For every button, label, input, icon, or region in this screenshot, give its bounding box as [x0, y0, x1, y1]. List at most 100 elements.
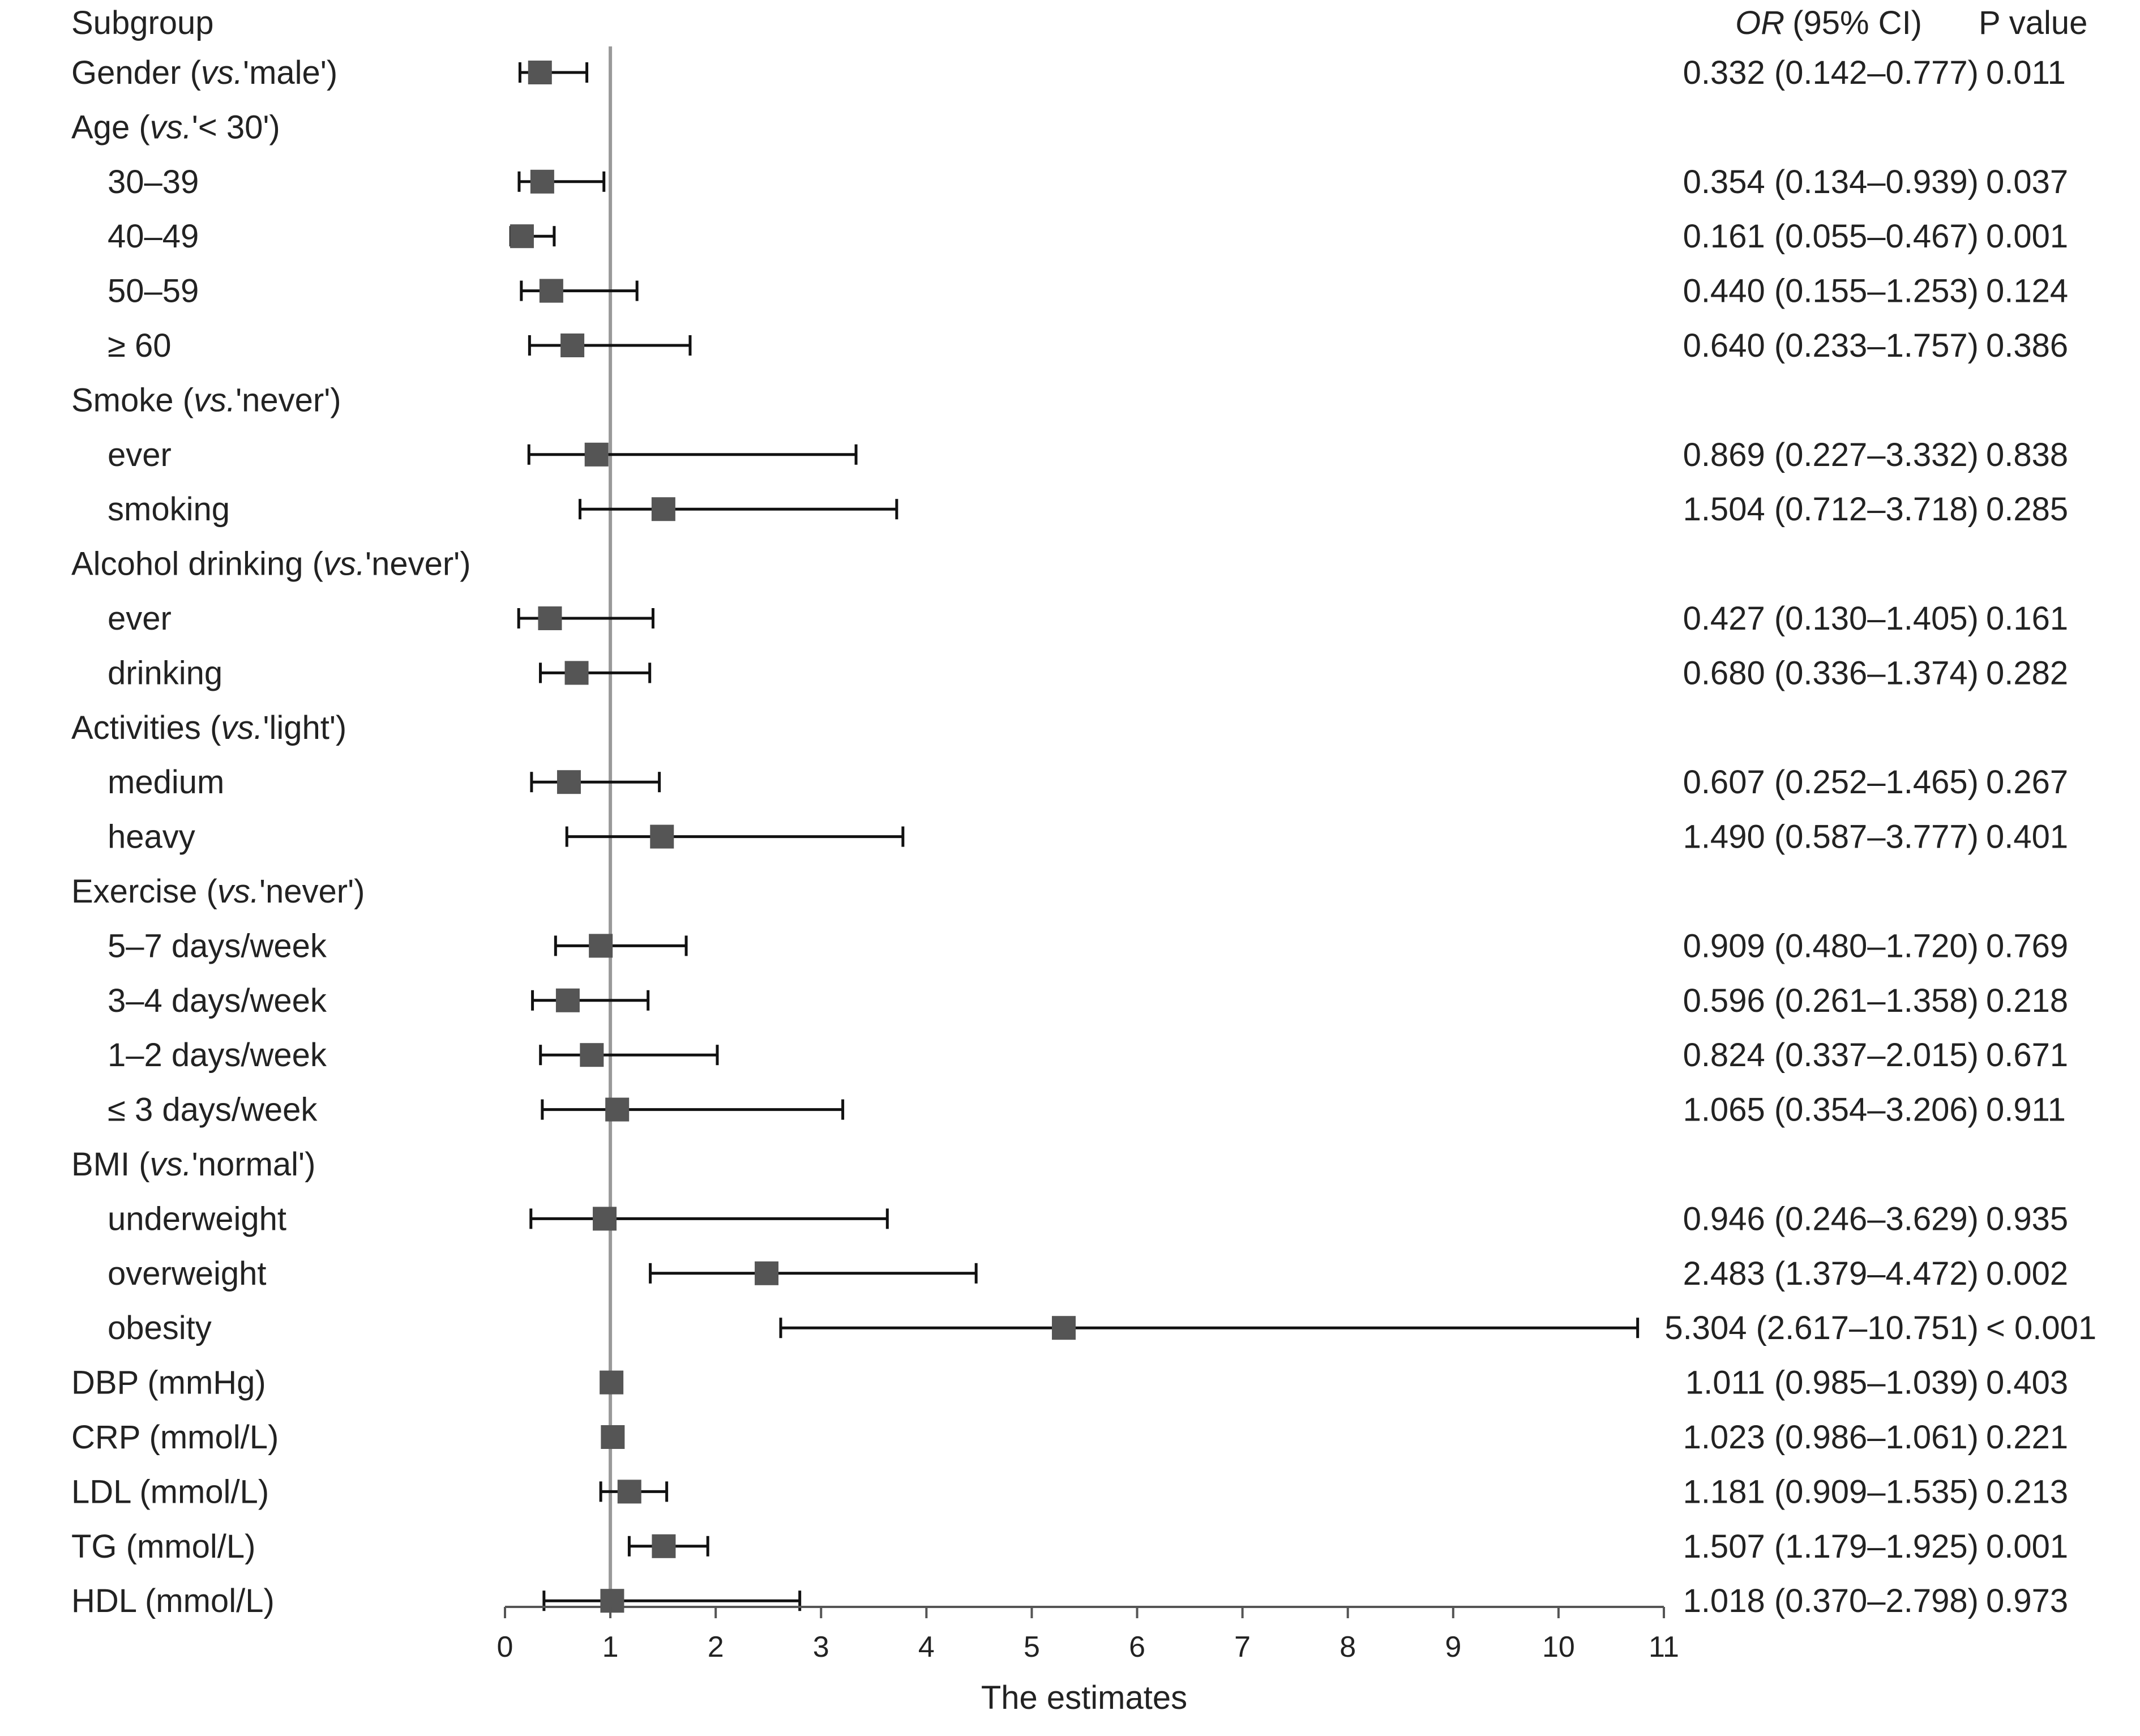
row-label-text: Gender (: [71, 54, 201, 91]
estimate-row: 1–2 days/week 0.824 (0.337–2.015) 0.671: [108, 1037, 2068, 1074]
x-tick-label: 3: [813, 1631, 829, 1664]
row-label-text: Alcohol drinking (: [71, 546, 323, 583]
group-header-row: Exercise (vs.'never'): [71, 873, 365, 910]
p-value: 0.671: [1986, 1037, 2068, 1074]
estimate-row: Gender (vs.'male') 0.332 (0.142–0.777) 0.0…: [71, 54, 2066, 91]
row-label: overweight: [108, 1255, 266, 1292]
estimate-row: DBP (mmHg) 1.011 (0.985–1.039) 0.403: [71, 1365, 2068, 1401]
row-label: HDL (mmol/L): [71, 1583, 275, 1619]
row-label-text: Exercise (: [71, 873, 217, 910]
group-header-row: Smoke (vs.'never'): [71, 382, 341, 418]
row-label: ever: [108, 600, 172, 637]
or-marker: [560, 333, 585, 357]
or-marker: [600, 1370, 624, 1395]
estimate-row: 5–7 days/week 0.909 (0.480–1.720) 0.769: [108, 927, 2068, 964]
or-ci-value: 0.332 (0.142–0.777): [1683, 54, 1979, 91]
row-label-text: Age (: [71, 109, 150, 146]
or-ci-value: 0.427 (0.130–1.405): [1683, 600, 1979, 637]
p-value: < 0.001: [1986, 1310, 2096, 1346]
or-ci-value: 5.304 (2.617–10.751): [1664, 1310, 1979, 1346]
or-marker: [564, 661, 589, 685]
or-ci-value: 0.354 (0.134–0.939): [1683, 164, 1979, 200]
x-tick-label: 4: [918, 1631, 935, 1664]
row-label: obesity: [108, 1310, 212, 1346]
estimate-row: underweight 0.946 (0.246–3.629) 0.935: [108, 1200, 2068, 1237]
or-marker: [510, 224, 534, 249]
estimate-row: obesity 5.304 (2.617–10.751) < 0.001: [108, 1310, 2096, 1346]
p-value: 0.267: [1986, 764, 2068, 801]
header-row: Subgroup OR (95% CI) P value: [71, 5, 2087, 41]
or-marker: [755, 1261, 779, 1285]
or-marker: [538, 606, 562, 630]
row-label: Age (vs.'< 30'): [71, 109, 280, 146]
x-tick-label: 10: [1542, 1631, 1575, 1664]
or-marker: [589, 934, 613, 958]
row-label-vs: vs.: [201, 54, 243, 91]
row-label: drinking: [108, 655, 222, 691]
row-label: ever: [108, 437, 172, 473]
row-label: 40–49: [108, 218, 199, 255]
row-label-text: Activities (: [71, 709, 221, 746]
row-label: ≥ 60: [108, 327, 171, 364]
or-ci-value: 1.490 (0.587–3.777): [1683, 819, 1979, 856]
p-value: 0.002: [1986, 1255, 2068, 1292]
p-value: 0.769: [1986, 927, 2068, 964]
row-label: 5–7 days/week: [108, 927, 327, 964]
p-value: 0.973: [1986, 1583, 2068, 1619]
p-value: 0.213: [1986, 1473, 2068, 1510]
row-label: CRP (mmol/L): [71, 1419, 279, 1456]
or-ci-value: 0.596 (0.261–1.358): [1683, 982, 1979, 1019]
or-ci-value: 0.824 (0.337–2.015): [1683, 1037, 1979, 1074]
row-label-ref: 'normal'): [192, 1146, 316, 1183]
estimate-row: ≤ 3 days/week 1.065 (0.354–3.206) 0.911: [108, 1092, 2066, 1128]
p-value: 0.124: [1986, 273, 2068, 310]
group-header-row: Activities (vs.'light'): [71, 709, 346, 746]
p-value: 0.282: [1986, 655, 2068, 691]
p-value: 0.403: [1986, 1365, 2068, 1401]
row-label-text: BMI (: [71, 1146, 150, 1183]
p-value: 0.011: [1986, 54, 2066, 91]
or-marker: [580, 1043, 604, 1067]
x-tick-label: 1: [602, 1631, 619, 1664]
or-ci-value: 1.011 (0.985–1.039): [1685, 1365, 1979, 1401]
row-label: LDL (mmol/L): [71, 1473, 269, 1510]
row-label: DBP (mmHg): [71, 1365, 266, 1401]
or-ci-value: 0.440 (0.155–1.253): [1683, 273, 1979, 310]
or-ci-value: 0.607 (0.252–1.465): [1683, 764, 1979, 801]
x-axis-title: The estimates: [981, 1679, 1187, 1716]
or-marker: [1052, 1316, 1076, 1340]
row-label: 1–2 days/week: [108, 1037, 327, 1074]
or-ci-value: 0.161 (0.055–0.467): [1683, 218, 1979, 255]
p-value: 0.037: [1986, 164, 2068, 200]
or-ci-value: 0.640 (0.233–1.757): [1683, 327, 1979, 364]
row-label-vs: vs.: [150, 1146, 192, 1183]
row-label-vs: vs.: [194, 382, 236, 418]
p-value: 0.401: [1986, 819, 2068, 856]
p-value: 0.221: [1986, 1419, 2068, 1456]
header-subgroup: Subgroup: [71, 5, 214, 41]
or-ci-value: 1.181 (0.909–1.535): [1683, 1473, 1979, 1510]
x-axis: 0 1 2 3 4 5 6 7 8 9 10 11: [497, 1606, 1679, 1664]
row-label-text: Smoke (: [71, 382, 194, 418]
estimate-row: ever 0.869 (0.227–3.332) 0.838: [108, 437, 2068, 473]
row-label: BMI (vs.'normal'): [71, 1146, 315, 1183]
row-label-ref: 'never'): [365, 546, 471, 583]
or-marker: [539, 279, 563, 303]
row-label: 30–39: [108, 164, 199, 200]
row-label-ref: 'never'): [236, 382, 341, 418]
x-tick-label: 5: [1024, 1631, 1040, 1664]
row-label: Exercise (vs.'never'): [71, 873, 365, 910]
or-marker: [528, 61, 552, 84]
estimate-row: 3–4 days/week 0.596 (0.261–1.358) 0.218: [108, 982, 2068, 1019]
p-value: 0.001: [1986, 1528, 2068, 1565]
header-p-value: P value: [1979, 5, 2087, 41]
p-value: 0.838: [1986, 437, 2068, 473]
group-header-row: Alcohol drinking (vs.'never'): [71, 546, 471, 583]
row-label: Activities (vs.'light'): [71, 709, 346, 746]
estimate-row: LDL (mmol/L) 1.181 (0.909–1.535) 0.213: [71, 1473, 2068, 1510]
or-marker: [557, 770, 581, 794]
or-marker: [605, 1097, 630, 1122]
row-label: ≤ 3 days/week: [108, 1092, 318, 1128]
or-marker: [651, 497, 675, 521]
or-ci-value: 1.023 (0.986–1.061): [1683, 1419, 1979, 1456]
